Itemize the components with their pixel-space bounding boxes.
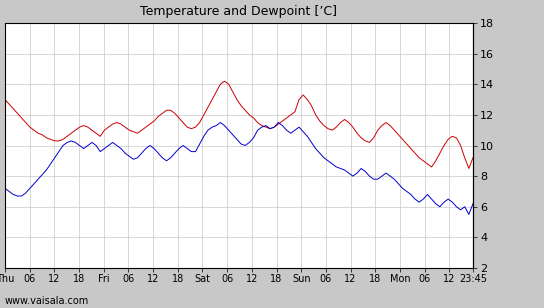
Text: www.vaisala.com: www.vaisala.com [5,296,89,306]
Text: Temperature and Dewpoint [’C]: Temperature and Dewpoint [’C] [140,5,337,18]
